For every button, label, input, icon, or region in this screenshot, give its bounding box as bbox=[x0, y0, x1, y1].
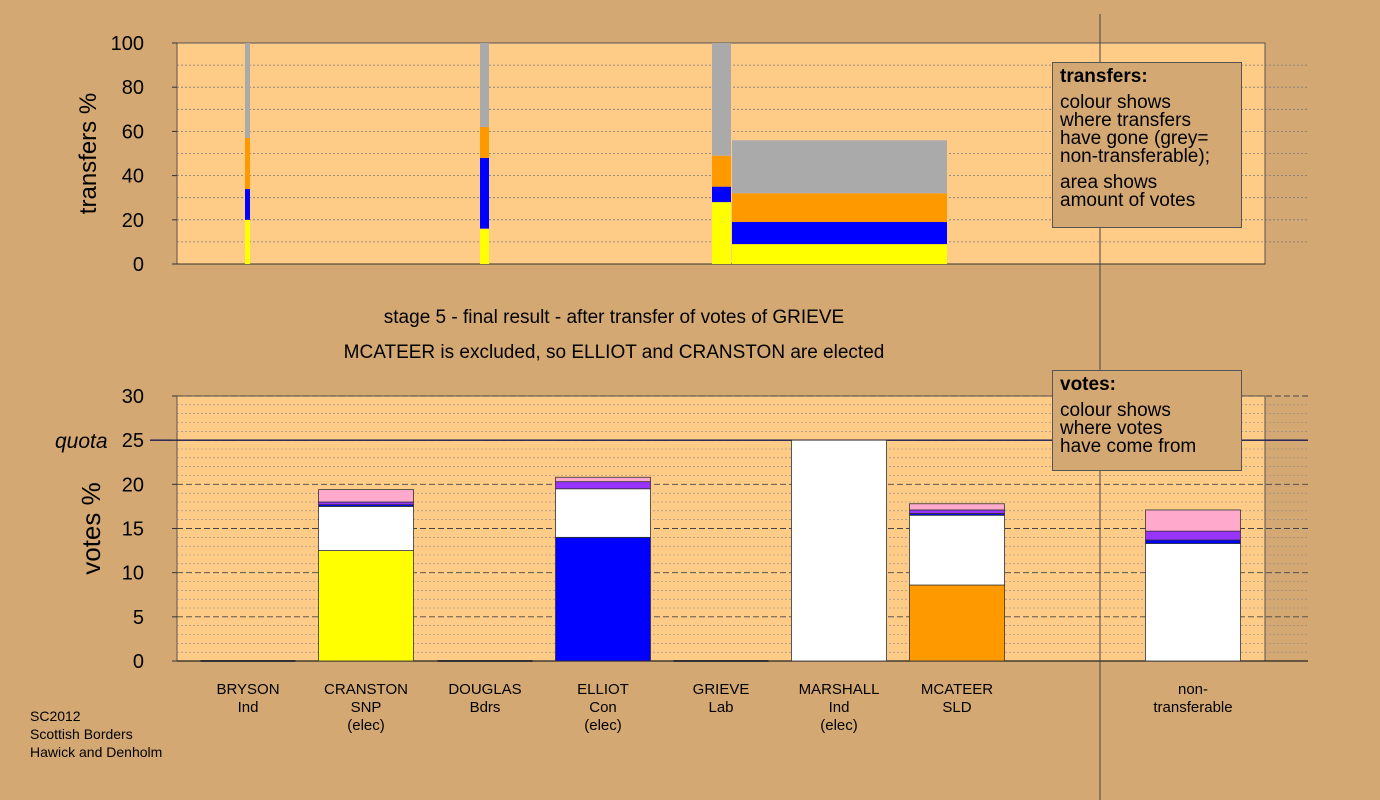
candidate-label: CRANSTON bbox=[324, 681, 408, 698]
vote-bar-segment bbox=[1145, 509, 1241, 532]
transfer-bar-segment bbox=[712, 43, 731, 156]
transfer-bar-segment bbox=[712, 155, 731, 187]
transfer-bar-segment bbox=[712, 202, 731, 264]
transfers-legend: transfers: colour shows where transfers … bbox=[1052, 62, 1242, 228]
candidate-label: non- bbox=[1178, 681, 1208, 698]
vote-bar-segment bbox=[555, 481, 651, 490]
candidate-label: ELLIOT bbox=[577, 681, 629, 698]
votes-y-tick-label: 10 bbox=[122, 563, 144, 585]
vote-bar-segment bbox=[555, 476, 651, 483]
vote-bar-segment bbox=[909, 509, 1005, 514]
candidate-label: BRYSON bbox=[216, 681, 279, 698]
transfer-bar-segment bbox=[712, 186, 731, 203]
candidate-label: SLD bbox=[942, 699, 971, 716]
transfers-y-tick-label: 60 bbox=[122, 121, 144, 143]
transfers-y-tick-label: 100 bbox=[111, 33, 144, 55]
transfer-bar-segment bbox=[480, 228, 489, 264]
candidate-label: Con bbox=[589, 699, 617, 716]
votes-y-tick-label: 30 bbox=[122, 386, 144, 408]
transfer-bar-segment bbox=[245, 219, 250, 264]
caption-line-1: stage 5 - final result - after transfer … bbox=[384, 307, 844, 328]
candidate-label: (elec) bbox=[347, 717, 385, 734]
votes-legend-line: where votes bbox=[1060, 418, 1163, 439]
source-note: SC2012 Scottish Borders Hawick and Denho… bbox=[30, 707, 162, 761]
votes-y-tick-label: 5 bbox=[133, 607, 144, 629]
transfers-y-tick-label: 80 bbox=[122, 77, 144, 99]
transfers-legend-line: amount of votes bbox=[1060, 190, 1196, 211]
vote-bar-segment bbox=[909, 584, 1005, 662]
votes-y-tick-label: 0 bbox=[133, 651, 144, 673]
votes-y-axis-title: votes % bbox=[76, 482, 106, 575]
transfers-legend-line: non-transferable); bbox=[1060, 146, 1210, 167]
candidate-label: (elec) bbox=[584, 717, 622, 734]
votes-y-tick-label: 15 bbox=[122, 519, 144, 541]
transfers-y-tick-label: 40 bbox=[122, 166, 144, 188]
votes-y-tick-label: 25 bbox=[122, 430, 144, 452]
quota-label: quota bbox=[55, 430, 108, 453]
transfer-area-segment bbox=[732, 193, 947, 223]
transfer-area-segment bbox=[732, 244, 947, 264]
source-line: Hawick and Denholm bbox=[30, 744, 163, 760]
transfers-y-tick-label: 0 bbox=[133, 254, 144, 276]
candidate-label: Ind bbox=[829, 699, 850, 716]
candidate-label: transferable bbox=[1153, 699, 1232, 716]
candidate-label: Ind bbox=[238, 699, 259, 716]
vote-bar-segment bbox=[318, 550, 414, 662]
transfers-y-tick-label: 20 bbox=[122, 210, 144, 232]
candidate-label: Lab bbox=[708, 699, 733, 716]
transfer-bar-segment bbox=[245, 43, 250, 139]
vote-bar-segment bbox=[1145, 539, 1241, 544]
transfers-legend-line: colour shows bbox=[1060, 92, 1171, 113]
transfers-legend-line: area shows bbox=[1060, 172, 1158, 193]
candidate-label: MCATEER bbox=[921, 681, 993, 698]
votes-legend-title: votes: bbox=[1060, 374, 1116, 395]
transfer-bar-segment bbox=[480, 126, 489, 158]
vote-bar-segment bbox=[555, 488, 651, 538]
transfer-area-segment bbox=[732, 140, 947, 194]
candidate-label: Bdrs bbox=[470, 699, 501, 716]
caption-line-2: MCATEER is excluded, so ELLIOT and CRANS… bbox=[344, 342, 885, 363]
vote-bar-segment bbox=[555, 536, 651, 662]
vote-bar-segment bbox=[318, 489, 414, 503]
source-line: Scottish Borders bbox=[30, 726, 133, 742]
transfer-bar-segment bbox=[245, 188, 250, 220]
votes-legend-line: have come from bbox=[1060, 436, 1197, 457]
vote-bar-segment bbox=[1145, 530, 1241, 541]
vote-bar-segment bbox=[909, 514, 1005, 586]
votes-legend-line: colour shows bbox=[1060, 400, 1171, 421]
transfer-area-segment bbox=[732, 222, 947, 245]
candidate-label: SNP bbox=[351, 699, 382, 716]
candidate-label: GRIEVE bbox=[693, 681, 750, 698]
transfers-legend-line: have gone (grey= bbox=[1060, 128, 1209, 149]
transfers-legend-title: transfers: bbox=[1060, 66, 1148, 87]
vote-bar-segment bbox=[318, 506, 414, 551]
candidate-label: DOUGLAS bbox=[448, 681, 521, 698]
transfers-y-axis-title: transfers % bbox=[75, 93, 102, 214]
transfer-bar-segment bbox=[480, 157, 489, 229]
vote-bar-segment bbox=[1145, 543, 1241, 662]
transfer-bar-segment bbox=[245, 138, 250, 189]
vote-bar-segment bbox=[909, 503, 1005, 511]
votes-legend: votes: colour shows where votes have com… bbox=[1052, 370, 1242, 471]
vote-bar-segment bbox=[791, 439, 887, 662]
candidate-label: (elec) bbox=[820, 717, 858, 734]
candidate-label: MARSHALL bbox=[799, 681, 880, 698]
source-line: SC2012 bbox=[30, 708, 81, 724]
votes-y-tick-label: 20 bbox=[122, 474, 144, 496]
transfer-bar-segment bbox=[480, 43, 489, 127]
transfers-legend-line: where transfers bbox=[1060, 110, 1191, 131]
